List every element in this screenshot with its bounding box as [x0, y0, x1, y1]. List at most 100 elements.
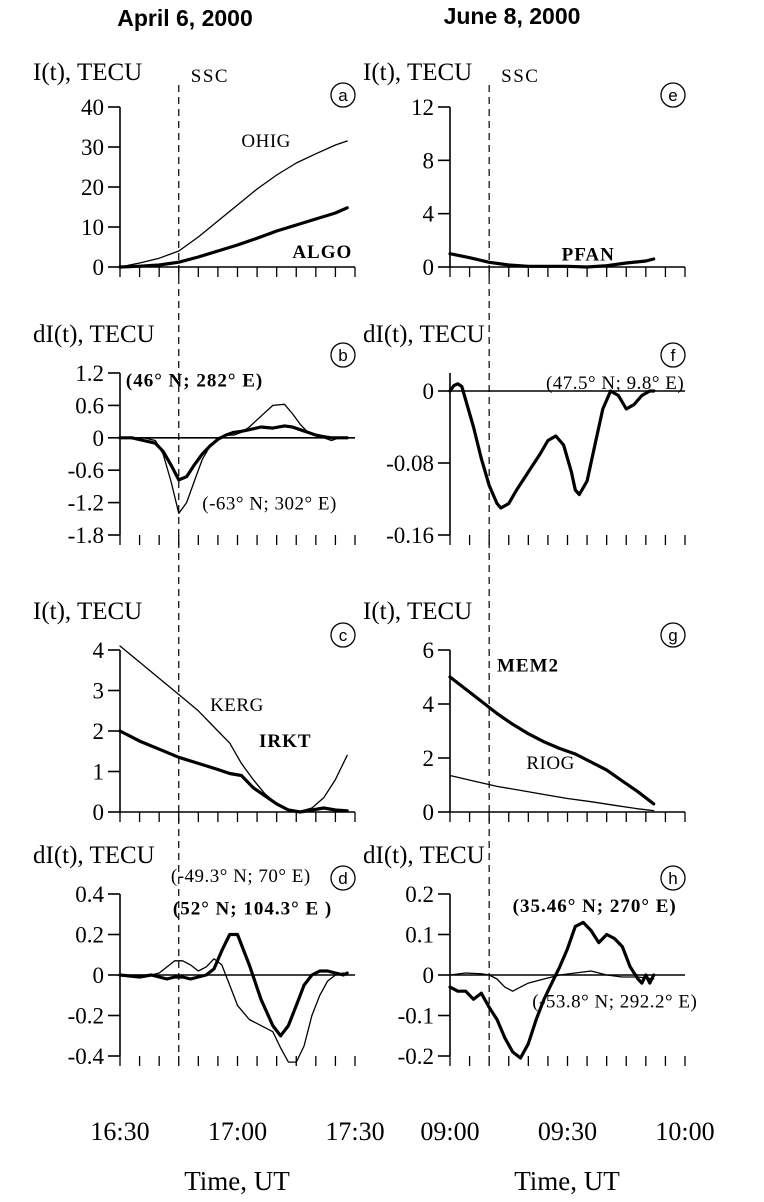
- y-tick-label: -0.08: [386, 451, 434, 476]
- y-axis-label: dI(t), TECU: [363, 321, 485, 348]
- y-tick-label: 4: [93, 638, 105, 663]
- series-line: [448, 675, 656, 806]
- panel-letter-circle: [330, 342, 356, 368]
- panel-f: 0 -0.08 -0.16 dI(t), TECU f (47.5° N; 9.8° E): [363, 321, 686, 548]
- panel-letter: e: [668, 86, 677, 105]
- y-tick-label: 1: [93, 760, 105, 785]
- panel-h: 0.2 0.1 0 -0.1 -0.2 dI(t), TECU h (35.46° N; 27…: [363, 842, 697, 1069]
- y-tick-label: 10: [81, 215, 104, 240]
- annotation: OHIG: [241, 131, 291, 152]
- panel-e: 0 4 8 12 I(t), TECU e SSC PFAN: [363, 59, 686, 280]
- y-tick-label: 12: [411, 95, 434, 120]
- annotation: ALGO: [292, 242, 352, 263]
- y-tick-label: 0: [423, 800, 435, 825]
- annotation: PFAN: [562, 244, 615, 265]
- annotation: (46° N; 282° E): [126, 371, 263, 392]
- panel-letter-circle: [660, 865, 686, 891]
- series-line: [118, 729, 349, 814]
- y-tick-label: 6: [423, 638, 435, 663]
- y-tick-label: -1.2: [68, 491, 104, 516]
- y-tick-label: -0.4: [68, 1044, 105, 1069]
- panel-letter-circle: [330, 622, 356, 648]
- column-titles: April 6, 2000 June 8, 2000: [117, 3, 580, 31]
- y-tick-label: 40: [81, 95, 104, 120]
- ssc-label: SSC: [501, 66, 539, 87]
- panel-letter-circle: [660, 342, 686, 368]
- annotation: IRKT: [259, 731, 312, 752]
- series-line: [448, 920, 656, 1060]
- y-tick-label: 30: [81, 135, 104, 160]
- y-tick-label: 8: [423, 148, 435, 173]
- y-tick-label: 0.6: [75, 393, 104, 418]
- annotation: MEM2: [497, 656, 559, 677]
- ssc-label: SSC: [191, 66, 229, 87]
- panel-letter-circle: [330, 82, 356, 108]
- panel-letter-circle: [330, 865, 356, 891]
- panel-letter: c: [339, 626, 348, 645]
- column-title-right: June 8, 2000: [444, 3, 581, 29]
- y-tick-label: 0: [93, 255, 105, 280]
- y-tick-label: 2: [423, 746, 435, 771]
- x-axis-label-right: Time, UT: [514, 1166, 620, 1196]
- y-tick-label: 0: [423, 963, 435, 988]
- y-tick-label: 0: [423, 255, 435, 280]
- y-tick-label: 20: [81, 175, 104, 200]
- series-line: [448, 252, 656, 269]
- annotation: (35.46° N; 270° E): [513, 896, 677, 917]
- panel-letter: b: [338, 346, 347, 365]
- panel-letter: d: [338, 869, 347, 888]
- y-tick-label: 3: [93, 679, 105, 704]
- panel-letter-circle: [660, 82, 686, 108]
- x-tick-label: 16:30: [90, 1117, 149, 1146]
- column-title-left: April 6, 2000: [117, 5, 253, 31]
- x-axis-label-left: Time, UT: [184, 1166, 290, 1196]
- annotation: KERG: [210, 695, 264, 716]
- y-axis-label: dI(t), TECU: [33, 842, 155, 869]
- y-tick-label: -1.8: [68, 523, 104, 548]
- y-tick-label: 0: [93, 800, 105, 825]
- y-axis-label: I(t), TECU: [33, 598, 142, 625]
- x-tick-label: 10:00: [655, 1117, 714, 1146]
- y-tick-label: -0.2: [398, 1044, 434, 1069]
- series-line: [448, 382, 656, 510]
- panel-letter-circle: [660, 622, 686, 648]
- y-tick-label: 0: [423, 379, 435, 404]
- y-tick-label: 1.2: [75, 361, 104, 386]
- y-tick-label: 2: [93, 719, 105, 744]
- series-line: [119, 958, 348, 1063]
- y-tick-label: -0.1: [398, 1004, 434, 1029]
- y-axis-label: I(t), TECU: [363, 598, 472, 625]
- panel-letter: a: [338, 86, 348, 105]
- series-line: [449, 774, 655, 812]
- panel-letter: g: [668, 626, 677, 645]
- panel-d: 0.4 0.2 0 -0.2 -0.4 dI(t), TECU d (-49.3° N; 70…: [33, 842, 356, 1069]
- y-axis-label: dI(t), TECU: [363, 842, 485, 869]
- y-axis-label: dI(t), TECU: [33, 321, 155, 348]
- series-line: [119, 140, 348, 268]
- panel-a: 0 10 20 30 40 I(t), TECU a SSC OHIG ALGO: [33, 59, 356, 280]
- panel-c: 0 1 2 3 4 I(t), TECU c KERG IRKT: [33, 598, 356, 825]
- annotation: (-63° N; 302° E): [202, 494, 337, 515]
- y-tick-label: 0: [93, 963, 105, 988]
- series-line: [118, 206, 349, 269]
- panel-letter: h: [668, 869, 677, 888]
- y-axis-label: I(t), TECU: [363, 59, 472, 86]
- y-axis-label: I(t), TECU: [33, 59, 142, 86]
- series-line: [118, 932, 349, 1038]
- y-tick-label: 4: [423, 202, 435, 227]
- series-line: [119, 645, 348, 812]
- y-tick-label: -0.2: [68, 1004, 104, 1029]
- panel-b: 1.2 0.6 0 -0.6 -1.2 -1.8 dI(t), TECU b (46° N; 2…: [33, 321, 356, 548]
- x-tick-label: 17:30: [325, 1117, 384, 1146]
- annotation: (47.5° N; 9.8° E): [546, 373, 684, 394]
- panel-letter: f: [671, 346, 676, 365]
- annotation: (-53.8° N; 292.2° E): [532, 991, 697, 1012]
- y-tick-label: 0.1: [405, 923, 434, 948]
- x-tick-label: 17:00: [208, 1117, 267, 1146]
- panel-g: 0 2 4 6 I(t), TECU g MEM2 RIOG: [363, 598, 686, 825]
- x-tick-label: 09:00: [420, 1117, 479, 1146]
- annotation: (-49.3° N; 70° E): [171, 866, 311, 887]
- y-tick-label: -0.16: [386, 523, 434, 548]
